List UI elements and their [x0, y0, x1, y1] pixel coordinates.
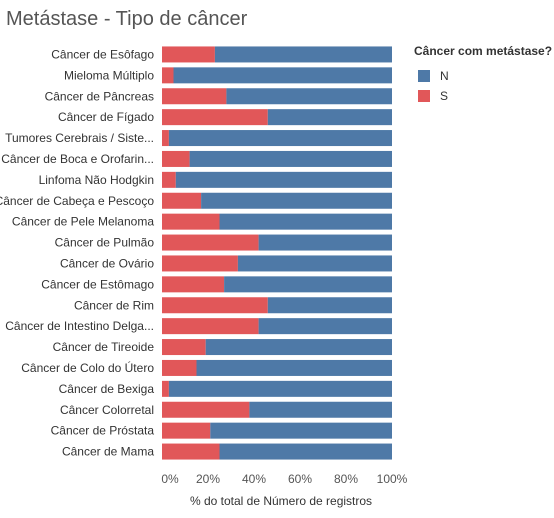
- bar-s-cancer-de-rim[interactable]: [162, 297, 268, 314]
- legend: Câncer com metástase? N S: [414, 44, 552, 106]
- category-label: Câncer de Cabeça e Pescoço: [0, 194, 154, 208]
- bar-s-cancer-de-pulmao[interactable]: [162, 234, 259, 251]
- x-tick-label: 0%: [161, 472, 179, 486]
- bar-n-cancer-de-estomago[interactable]: [224, 276, 392, 293]
- bar-n-cancer-de-pulmao[interactable]: [258, 234, 392, 251]
- x-tick-label: 80%: [334, 472, 358, 486]
- bar-s-mieloma-multiplo[interactable]: [162, 67, 174, 84]
- bar-s-cancer-de-bexiga[interactable]: [162, 380, 169, 397]
- category-label: Câncer de Intestino Delga...: [5, 319, 154, 333]
- legend-swatch-s: [418, 90, 430, 102]
- category-label: Câncer de Pulmão: [55, 236, 155, 250]
- bar-s-cancer-de-estomago[interactable]: [162, 276, 225, 293]
- bar-n-cancer-de-mama[interactable]: [219, 443, 393, 460]
- bar-n-cancer-de-rim[interactable]: [267, 297, 392, 314]
- bar-n-cancer-de-colo-do-utero[interactable]: [196, 359, 393, 376]
- bar-n-cancer-colorretal[interactable]: [249, 401, 392, 418]
- category-label: Câncer de Esôfago: [51, 47, 154, 61]
- x-tick-label: 60%: [288, 472, 312, 486]
- bar-n-cancer-de-intestino-delga[interactable]: [258, 318, 392, 335]
- legend-label-n: N: [440, 69, 449, 83]
- bar-n-cancer-de-cabeca-e-pescoco[interactable]: [201, 192, 392, 209]
- category-label: Tumores Cerebrais / Siste...: [5, 131, 154, 145]
- x-tick-label: 100%: [377, 472, 408, 486]
- legend-swatch-n: [418, 70, 430, 82]
- bar-s-cancer-de-colo-do-utero[interactable]: [162, 359, 197, 376]
- bar-n-cancer-de-pele-melanoma[interactable]: [219, 213, 393, 230]
- bar-s-cancer-de-intestino-delga[interactable]: [162, 318, 259, 335]
- x-axis-label: % do total de Número de registros: [189, 494, 373, 508]
- bar-n-cancer-de-tireoide[interactable]: [205, 339, 392, 356]
- category-label: Câncer de Tireoide: [53, 340, 155, 354]
- bar-n-cancer-de-pancreas[interactable]: [226, 88, 392, 105]
- bar-s-cancer-de-esofago[interactable]: [162, 46, 215, 63]
- bar-s-cancer-de-boca-e-orofarin[interactable]: [162, 150, 190, 167]
- category-label: Câncer Colorretal: [60, 403, 154, 417]
- bar-n-cancer-de-bexiga[interactable]: [168, 380, 392, 397]
- bar-s-cancer-de-prostata[interactable]: [162, 422, 211, 439]
- category-label: Câncer de Boca e Orofarin...: [1, 152, 154, 166]
- category-label: Câncer de Bexiga: [59, 382, 155, 396]
- category-label: Câncer de Rim: [74, 298, 154, 312]
- bar-s-cancer-de-figado[interactable]: [162, 109, 268, 126]
- bar-s-cancer-colorretal[interactable]: [162, 401, 250, 418]
- bar-n-tumores-cerebrais-siste[interactable]: [168, 130, 392, 147]
- bar-n-cancer-de-boca-e-orofarin[interactable]: [189, 150, 392, 167]
- bar-s-tumores-cerebrais-siste[interactable]: [162, 130, 169, 147]
- bar-n-cancer-de-figado[interactable]: [267, 109, 392, 126]
- bar-s-cancer-de-pele-melanoma[interactable]: [162, 213, 220, 230]
- bar-s-linfoma-nao-hodgkin[interactable]: [162, 171, 176, 188]
- x-tick-label: 40%: [242, 472, 266, 486]
- category-label: Câncer de Mama: [62, 445, 154, 459]
- bar-s-cancer-de-mama[interactable]: [162, 443, 220, 460]
- bar-s-cancer-de-tireoide[interactable]: [162, 339, 206, 356]
- legend-item-n[interactable]: N: [414, 66, 552, 86]
- x-tick-label: 20%: [196, 472, 220, 486]
- category-label: Câncer de Estômago: [41, 277, 154, 291]
- bar-n-cancer-de-prostata[interactable]: [210, 422, 392, 439]
- category-label: Câncer de Pâncreas: [45, 89, 154, 103]
- category-label: Câncer de Próstata: [51, 424, 155, 438]
- legend-title: Câncer com metástase?: [414, 44, 553, 58]
- chart-title: Metástase - Tipo de câncer: [6, 8, 248, 30]
- legend-item-s[interactable]: S: [414, 86, 552, 106]
- category-label: Câncer de Pele Melanoma: [12, 215, 154, 229]
- bar-n-linfoma-nao-hodgkin[interactable]: [175, 171, 392, 188]
- category-label: Câncer de Colo do Útero: [21, 360, 154, 375]
- bar-s-cancer-de-ovario[interactable]: [162, 255, 238, 272]
- category-label: Câncer de Ovário: [60, 256, 154, 270]
- bar-s-cancer-de-cabeca-e-pescoco[interactable]: [162, 192, 202, 209]
- legend-label-s: S: [440, 89, 449, 103]
- bar-n-mieloma-multiplo[interactable]: [173, 67, 393, 84]
- category-label: Mieloma Múltiplo: [64, 68, 154, 82]
- bar-s-cancer-de-pancreas[interactable]: [162, 88, 227, 105]
- category-label: Câncer de Fígado: [58, 110, 154, 124]
- bar-n-cancer-de-ovario[interactable]: [237, 255, 392, 272]
- bar-n-cancer-de-esofago[interactable]: [214, 46, 392, 63]
- category-label: Linfoma Não Hodgkin: [39, 173, 154, 187]
